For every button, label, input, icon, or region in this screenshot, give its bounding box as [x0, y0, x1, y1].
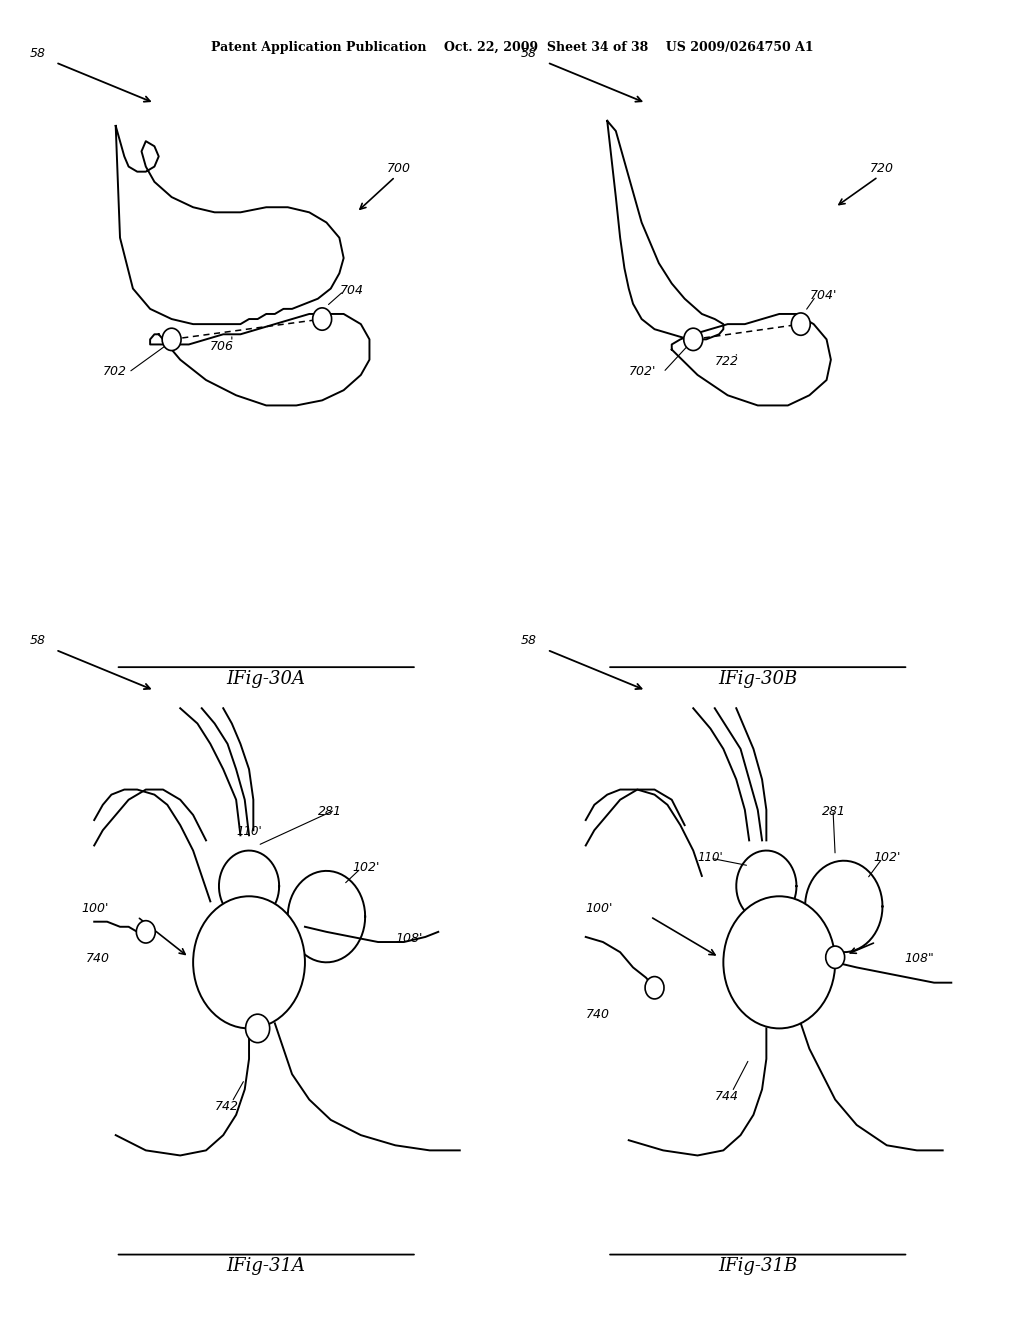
Text: 740: 740 — [86, 952, 110, 965]
Text: Patent Application Publication    Oct. 22, 2009  Sheet 34 of 38    US 2009/02647: Patent Application Publication Oct. 22, … — [211, 41, 813, 54]
Text: 722: 722 — [715, 355, 738, 368]
Text: 58: 58 — [521, 635, 538, 647]
Text: IFig-31A: IFig-31A — [226, 1257, 306, 1275]
Text: 58: 58 — [30, 635, 46, 647]
Circle shape — [136, 920, 156, 942]
Text: IFig-31B: IFig-31B — [718, 1257, 798, 1275]
Text: 58: 58 — [30, 48, 46, 59]
Text: 740: 740 — [586, 1008, 609, 1022]
Text: 102': 102' — [352, 861, 380, 874]
Text: 110': 110' — [697, 850, 723, 863]
Text: 110': 110' — [237, 825, 262, 838]
Text: 744: 744 — [715, 1089, 738, 1102]
Text: 706: 706 — [210, 339, 234, 352]
Text: 281: 281 — [317, 805, 342, 818]
Text: 742: 742 — [215, 1100, 239, 1113]
Text: 700: 700 — [387, 161, 411, 174]
Circle shape — [792, 313, 810, 335]
Text: 108": 108" — [904, 952, 934, 965]
Circle shape — [194, 896, 305, 1028]
Text: IFig-30A: IFig-30A — [226, 669, 306, 688]
Text: 58: 58 — [521, 48, 538, 59]
Circle shape — [645, 977, 664, 999]
Text: 100': 100' — [586, 902, 613, 915]
Circle shape — [825, 946, 845, 969]
Text: 702': 702' — [629, 364, 656, 378]
Text: 100': 100' — [81, 902, 109, 915]
FancyBboxPatch shape — [34, 673, 499, 1221]
Circle shape — [162, 329, 181, 351]
Text: 102': 102' — [873, 850, 901, 863]
Circle shape — [312, 308, 332, 330]
Text: 704': 704' — [809, 289, 837, 302]
Text: 108': 108' — [395, 932, 423, 945]
Text: 704: 704 — [339, 284, 364, 297]
FancyBboxPatch shape — [525, 673, 990, 1221]
Text: 281: 281 — [822, 805, 846, 818]
Circle shape — [684, 329, 702, 351]
FancyBboxPatch shape — [34, 86, 499, 634]
Circle shape — [723, 896, 836, 1028]
Text: 720: 720 — [869, 161, 894, 174]
FancyBboxPatch shape — [525, 86, 990, 634]
Text: IFig-30B: IFig-30B — [718, 669, 798, 688]
Circle shape — [246, 1014, 269, 1043]
Text: 702: 702 — [102, 364, 127, 378]
